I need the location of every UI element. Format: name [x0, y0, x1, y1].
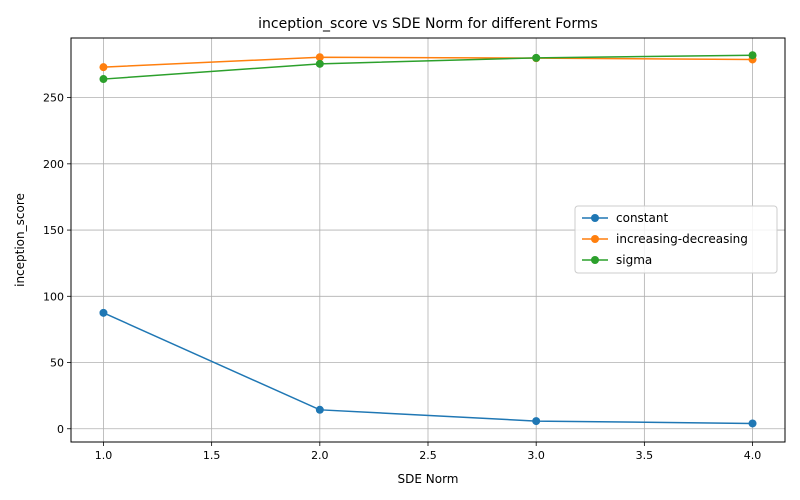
x-tick-label: 4.0	[744, 449, 762, 462]
y-tick-label: 0	[57, 423, 64, 436]
x-tick-label: 3.5	[636, 449, 654, 462]
legend-label-constant: constant	[616, 211, 668, 225]
x-tick-label: 1.5	[203, 449, 221, 462]
data-point-constant	[532, 417, 541, 426]
series-sigma	[99, 51, 757, 84]
data-point-increasing-decreasing	[315, 53, 324, 62]
series-line-constant	[103, 312, 753, 425]
x-axis-ticks: 1.0 1.5 2.0 2.5 3.0 3.5 4.0	[95, 442, 762, 462]
series-constant	[99, 308, 757, 428]
data-point-constant	[99, 308, 108, 317]
y-axis-label: inception_score	[13, 193, 27, 287]
legend-marker-constant	[591, 214, 599, 222]
legend-entry-constant: constant	[582, 211, 668, 225]
legend-label-sigma: sigma	[616, 253, 652, 267]
chart-title: inception_score vs SDE Norm for differen…	[258, 16, 598, 32]
data-point-constant	[748, 419, 757, 428]
legend-entry-increasing-decreasing: increasing-decreasing	[582, 232, 748, 246]
x-tick-label: 1.0	[95, 449, 113, 462]
data-point-sigma	[748, 51, 757, 60]
legend-box	[574, 205, 778, 274]
series-line-increasing-decreasing	[103, 56, 753, 68]
legend-marker-increasing-decreasing	[591, 235, 599, 243]
series-line-sigma	[103, 54, 753, 80]
data-point-sigma	[99, 75, 108, 84]
y-tick-label: 250	[43, 92, 64, 105]
legend: constant increasing-decreasing sigma	[574, 205, 778, 274]
y-tick-label: 200	[43, 158, 64, 171]
y-axis-ticks: 0 50 100 150 200 250	[43, 92, 71, 436]
x-axis-label: SDE Norm	[398, 472, 459, 486]
x-tick-label: 2.0	[311, 449, 329, 462]
y-tick-label: 150	[43, 224, 64, 237]
legend-marker-sigma	[591, 256, 599, 264]
data-point-sigma	[532, 53, 541, 62]
data-point-sigma	[315, 59, 324, 68]
y-tick-label: 50	[50, 357, 64, 370]
series-layer	[99, 51, 757, 428]
x-tick-label: 3.0	[527, 449, 545, 462]
data-point-constant	[315, 405, 324, 414]
legend-entry-sigma: sigma	[582, 253, 652, 267]
data-point-increasing-decreasing	[99, 63, 108, 72]
x-tick-label: 2.5	[419, 449, 437, 462]
y-tick-label: 100	[43, 290, 64, 303]
legend-label-increasing-decreasing: increasing-decreasing	[616, 232, 748, 246]
